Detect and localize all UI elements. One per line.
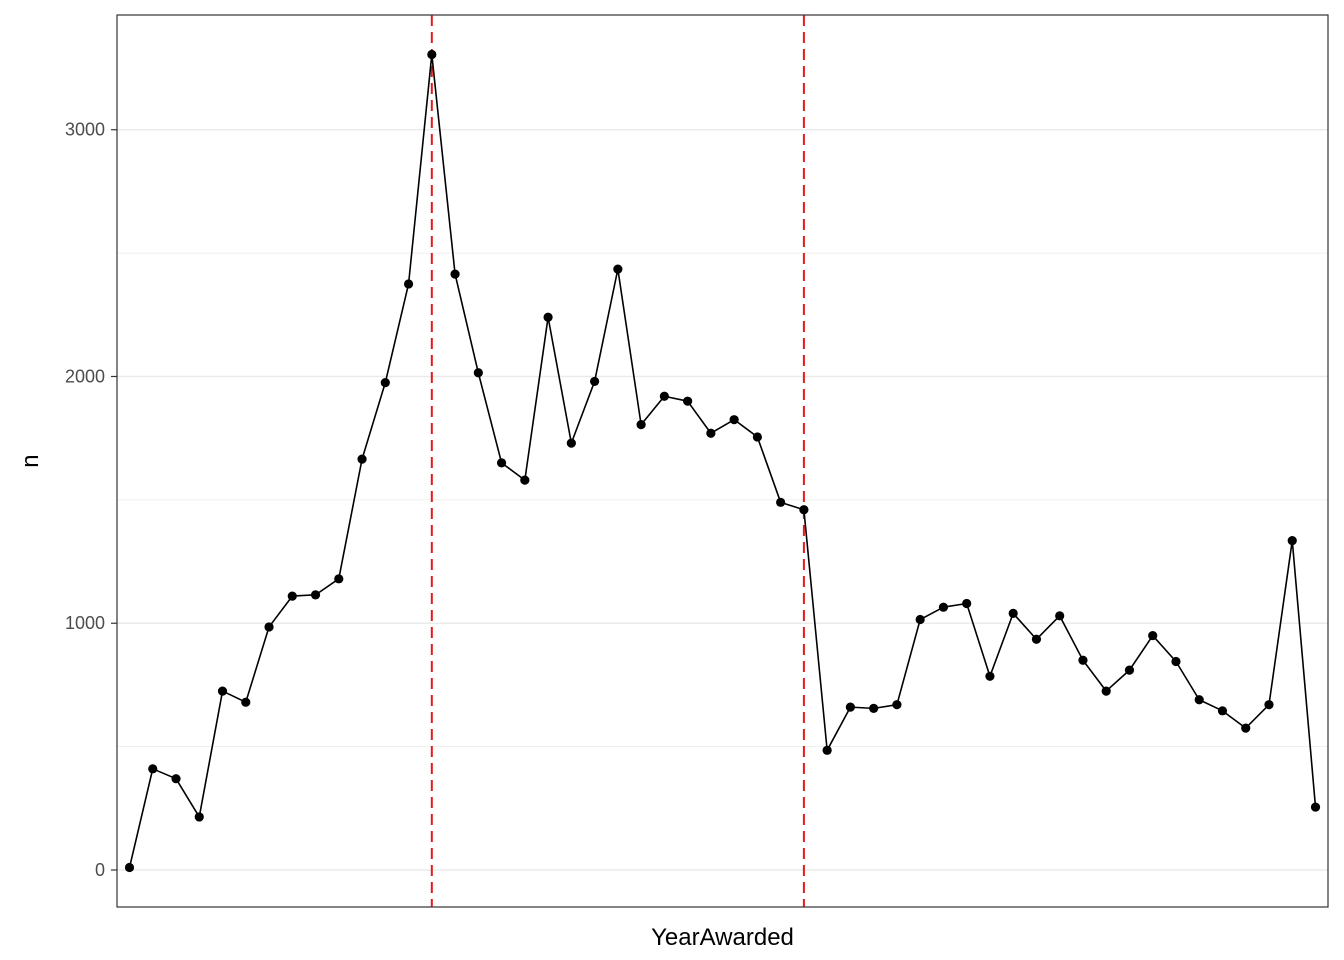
data-point	[1124, 665, 1135, 675]
series-line	[128, 53, 1317, 868]
y-axis-ticks: 0 1000 2000 3000	[65, 120, 117, 880]
data-point	[869, 703, 879, 713]
data-point	[520, 475, 530, 485]
data-point	[1148, 630, 1158, 641]
data-point	[543, 312, 553, 322]
reference-lines	[430, 15, 805, 907]
data-point	[729, 415, 739, 425]
data-point	[799, 505, 809, 515]
data-point	[1241, 723, 1251, 733]
data-point	[683, 396, 693, 406]
data-point	[310, 590, 321, 600]
data-point	[334, 574, 344, 584]
data-point	[1264, 700, 1274, 710]
data-point	[1217, 706, 1228, 716]
data-point	[496, 458, 507, 468]
data-point	[613, 264, 623, 274]
data-point	[962, 598, 972, 609]
data-point	[706, 428, 716, 438]
data-point	[1194, 695, 1204, 705]
data-point	[287, 591, 297, 601]
data-point	[1171, 656, 1181, 667]
data-point	[357, 454, 367, 464]
data-point	[241, 697, 251, 707]
data-point	[1055, 611, 1065, 621]
data-point	[264, 622, 274, 632]
y-tick-label: 0	[95, 860, 105, 880]
data-point	[1078, 655, 1088, 665]
data-point	[985, 671, 995, 681]
data-point	[822, 745, 832, 755]
data-point	[148, 764, 158, 774]
data-point	[636, 420, 646, 430]
y-tick-label: 1000	[65, 613, 105, 633]
data-point	[171, 774, 181, 784]
data-point	[752, 432, 762, 442]
data-point	[589, 376, 600, 387]
y-tick-label: 2000	[65, 366, 105, 386]
data-point	[473, 368, 483, 378]
grid-lines	[117, 129, 1328, 871]
y-tick-label: 3000	[65, 120, 105, 140]
data-point	[450, 269, 460, 279]
data-point	[892, 700, 902, 710]
data-point	[1031, 634, 1042, 644]
data-point	[1008, 608, 1018, 618]
data-point	[566, 438, 576, 448]
data-point	[845, 702, 856, 712]
x-axis-title: YearAwarded	[651, 924, 794, 951]
series-layer	[124, 49, 1321, 873]
data-point	[776, 497, 786, 507]
data-point	[938, 602, 949, 612]
data-point	[915, 614, 925, 625]
data-point	[1101, 686, 1111, 696]
data-point	[194, 812, 204, 822]
data-point	[124, 862, 135, 873]
panel-border	[116, 14, 1329, 908]
y-axis-title: n	[17, 454, 44, 467]
data-point	[217, 686, 228, 696]
data-point	[427, 49, 437, 60]
data-point	[1310, 802, 1321, 812]
data-point	[403, 279, 414, 289]
data-point	[659, 391, 669, 401]
data-point	[1287, 535, 1297, 546]
data-point	[380, 378, 390, 388]
